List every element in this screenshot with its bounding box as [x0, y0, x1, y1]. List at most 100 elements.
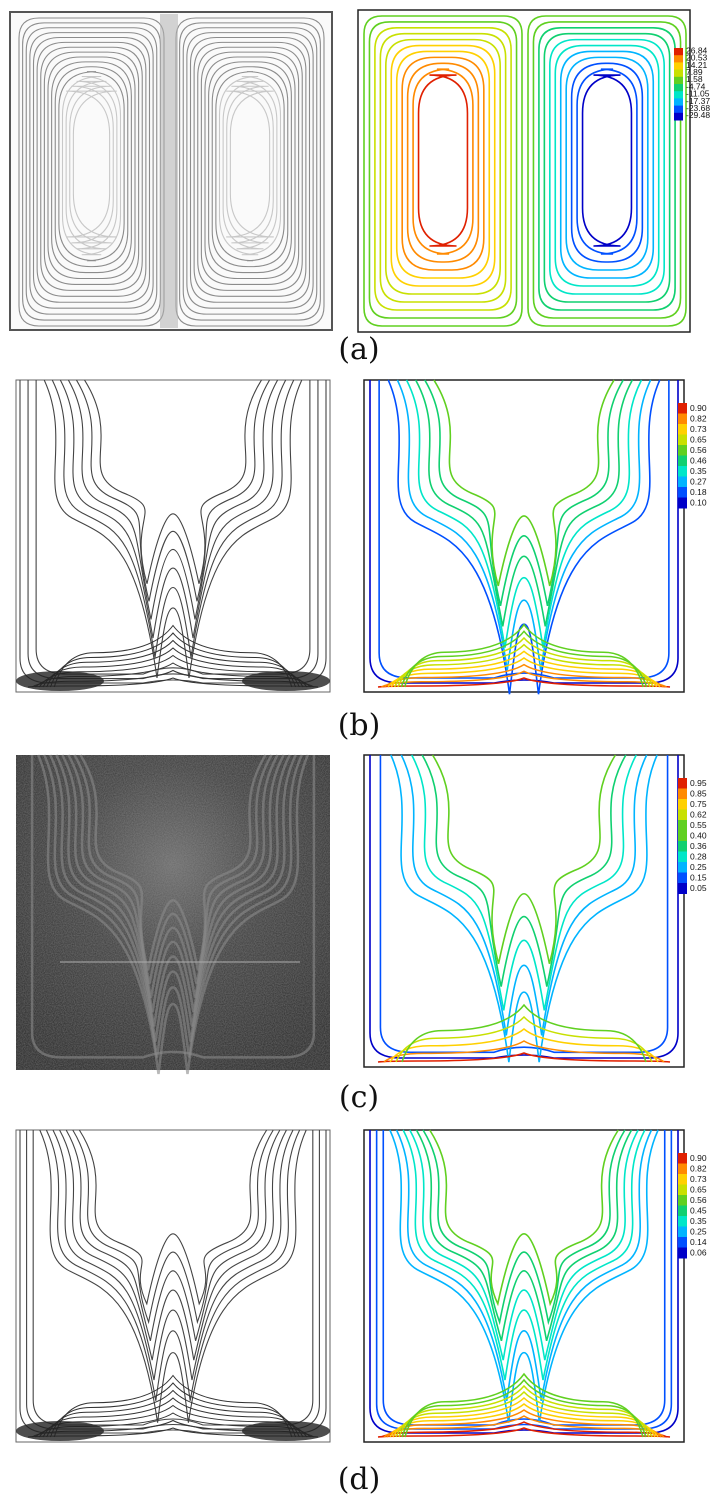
colorbar-tick-label: 0.45 [690, 1205, 707, 1215]
isotherm [424, 379, 624, 606]
streamline [395, 50, 491, 279]
colorbar-tick-label: 0.25 [690, 862, 707, 872]
bottom-isotherm [395, 1390, 653, 1438]
isotherm [422, 1129, 626, 1326]
fringe [36, 754, 310, 1075]
colorbar-swatch [678, 1195, 687, 1206]
bottom-isotherm [393, 643, 655, 688]
bottom-isotherm [397, 636, 651, 688]
streamline [527, 15, 687, 327]
streamline [58, 71, 125, 262]
bottom-isotherm [395, 1015, 653, 1063]
colorbar-tick-label: 0.28 [690, 851, 707, 861]
colorbar-swatch [678, 778, 687, 789]
colorbar-swatch [678, 883, 687, 894]
colorbar-tick-label: 0.14 [690, 1237, 707, 1247]
streamline [374, 27, 512, 311]
colorbar-tick-label: 0.46 [690, 455, 707, 465]
dense-region [16, 1421, 104, 1441]
colorbar-c: 0.950.850.750.620.550.400.360.280.250.15… [678, 778, 707, 894]
streamline [179, 22, 321, 321]
isotherm [405, 379, 643, 648]
bottom-isotherm [383, 1415, 665, 1438]
bottom-isotherm [53, 1374, 293, 1438]
colorbar-tick-label: 0.06 [690, 1247, 707, 1257]
isotherm [65, 1129, 281, 1341]
fringe [67, 754, 279, 998]
bottom-isotherm [53, 624, 293, 688]
streamline [226, 90, 274, 238]
dense-region [242, 671, 330, 691]
colorbar-swatch [674, 48, 683, 56]
colorbar-swatch [678, 851, 687, 863]
isotherm [369, 380, 679, 684]
streamline [226, 85, 274, 244]
streamline [186, 32, 314, 309]
streamline [65, 80, 118, 250]
streamline [559, 50, 655, 279]
isotherm [26, 1130, 320, 1430]
colorbar-tick-label: 0.05 [690, 883, 707, 893]
isotherm [78, 1129, 268, 1306]
colorbar-swatch [674, 55, 683, 63]
isotherm [378, 380, 670, 679]
isotherm [72, 1129, 274, 1325]
colorbar-swatch [678, 862, 687, 873]
colorbar-tick-label: 0.82 [690, 413, 707, 423]
streamline [32, 36, 151, 303]
colorbar-a: 26.8420.5314.217.891.58-4.74-11.05-17.37… [674, 45, 710, 121]
colorbar-swatch [678, 1216, 687, 1227]
colorbar-swatch [678, 1174, 687, 1185]
colorbar-swatch [674, 69, 683, 78]
streamline [204, 56, 296, 280]
streamline [200, 51, 300, 285]
bottom-isotherm [50, 1382, 296, 1438]
streamline [368, 21, 518, 319]
colorbar-swatch [678, 403, 687, 414]
fringe [49, 754, 297, 1042]
isotherm [39, 1129, 307, 1423]
isotherm [421, 754, 627, 987]
bottom-isotherm [384, 663, 664, 688]
numerical-streamlines-a [357, 9, 691, 333]
panel-c-figures: 0.950.850.750.620.550.400.360.280.250.15… [16, 754, 707, 1075]
isotherm [67, 379, 279, 620]
colorbar-swatch [674, 105, 683, 114]
isotherm [395, 1129, 653, 1401]
streamline [554, 44, 660, 287]
colorbar-tick-label: 0.62 [690, 809, 707, 819]
colorbar-tick-label: 0.56 [690, 445, 707, 455]
colorbar-swatch [678, 476, 687, 488]
streamline [29, 32, 154, 309]
isotherm [75, 379, 271, 602]
streamline [570, 62, 644, 263]
panel-b: 0.90 0.82 0.73 0.65 0.56 0.46 0.35 0.27 0.18 0.10 [0, 375, 718, 735]
colorbar-swatch [678, 487, 687, 498]
caption-a: (a) [338, 332, 380, 367]
colorbar-d: 0.900.820.730.650.560.450.350.250.140.06 [678, 1153, 707, 1259]
streamline [581, 74, 633, 247]
colorbar-swatch [674, 76, 683, 85]
colorbar-b: 0.900.820.730.650.560.460.350.270.180.10 [678, 403, 707, 509]
colorbar-swatch [678, 1184, 687, 1196]
interferogram-c [16, 754, 330, 1075]
colorbar-tick-label: 0.75 [690, 799, 707, 809]
colorbar-swatch [674, 62, 683, 71]
streamline [66, 90, 117, 238]
bottom-isotherm [400, 630, 648, 688]
shear-band [160, 14, 178, 328]
streamline [25, 27, 158, 315]
experimental-isotherms-d [15, 1129, 331, 1443]
isotherm [375, 1130, 673, 1430]
colorbar-swatch [678, 788, 687, 800]
isotherm [390, 754, 658, 1063]
colorbar-swatch [678, 1205, 687, 1217]
isotherm [411, 754, 637, 1011]
streamline [47, 56, 136, 280]
isotherm [389, 1129, 659, 1423]
caption-b: (b) [337, 708, 381, 743]
colorbar-tick-label: 0.90 [690, 1153, 707, 1163]
streamline [189, 36, 311, 303]
isotherm [369, 755, 679, 1059]
frame [15, 379, 331, 693]
